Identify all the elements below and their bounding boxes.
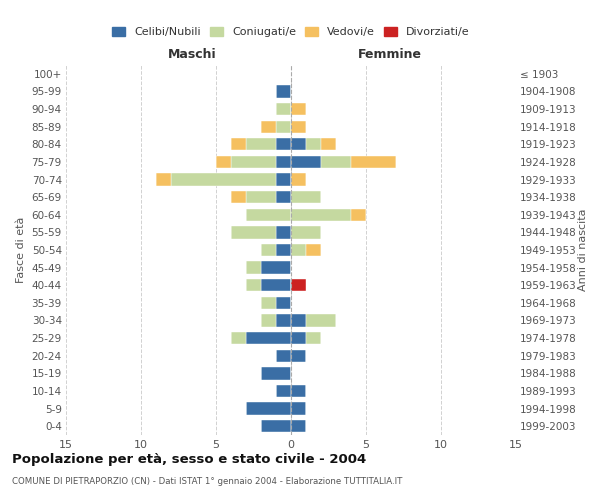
- Text: Femmine: Femmine: [358, 48, 422, 62]
- Bar: [261, 296, 276, 309]
- Bar: [261, 262, 291, 274]
- Text: Popolazione per età, sesso e stato civile - 2004: Popolazione per età, sesso e stato civil…: [12, 452, 366, 466]
- Bar: [306, 138, 321, 150]
- Y-axis label: Fasce di età: Fasce di età: [16, 217, 26, 283]
- Bar: [276, 385, 291, 397]
- Text: Maschi: Maschi: [167, 48, 217, 62]
- Bar: [171, 174, 276, 186]
- Bar: [246, 208, 291, 221]
- Bar: [291, 332, 306, 344]
- Bar: [306, 244, 321, 256]
- Text: COMUNE DI PIETRAPORZIO (CN) - Dati ISTAT 1° gennaio 2004 - Elaborazione TUTTITAL: COMUNE DI PIETRAPORZIO (CN) - Dati ISTAT…: [12, 478, 403, 486]
- Bar: [291, 174, 306, 186]
- Bar: [321, 156, 351, 168]
- Bar: [276, 86, 291, 98]
- Bar: [276, 191, 291, 203]
- Bar: [276, 156, 291, 168]
- Bar: [306, 314, 336, 326]
- Bar: [291, 385, 306, 397]
- Bar: [276, 350, 291, 362]
- Bar: [246, 332, 291, 344]
- Bar: [291, 138, 306, 150]
- Bar: [231, 191, 246, 203]
- Bar: [291, 226, 321, 238]
- Bar: [291, 244, 306, 256]
- Bar: [261, 420, 291, 432]
- Bar: [276, 296, 291, 309]
- Bar: [261, 120, 276, 133]
- Bar: [216, 156, 231, 168]
- Bar: [321, 138, 336, 150]
- Bar: [231, 332, 246, 344]
- Bar: [261, 244, 276, 256]
- Bar: [276, 226, 291, 238]
- Bar: [306, 332, 321, 344]
- Bar: [291, 208, 351, 221]
- Bar: [276, 244, 291, 256]
- Bar: [276, 138, 291, 150]
- Bar: [276, 103, 291, 115]
- Bar: [156, 174, 171, 186]
- Bar: [291, 314, 306, 326]
- Bar: [351, 156, 396, 168]
- Legend: Celibi/Nubili, Coniugati/e, Vedovi/e, Divorziati/e: Celibi/Nubili, Coniugati/e, Vedovi/e, Di…: [108, 22, 474, 42]
- Bar: [261, 367, 291, 380]
- Bar: [246, 262, 261, 274]
- Bar: [246, 138, 276, 150]
- Bar: [261, 314, 276, 326]
- Y-axis label: Anni di nascita: Anni di nascita: [578, 209, 588, 291]
- Bar: [351, 208, 366, 221]
- Bar: [291, 103, 306, 115]
- Bar: [276, 314, 291, 326]
- Bar: [246, 191, 276, 203]
- Bar: [276, 174, 291, 186]
- Bar: [231, 226, 276, 238]
- Bar: [261, 279, 291, 291]
- Bar: [231, 156, 276, 168]
- Bar: [291, 402, 306, 414]
- Bar: [246, 279, 261, 291]
- Bar: [291, 156, 321, 168]
- Bar: [246, 402, 291, 414]
- Bar: [291, 420, 306, 432]
- Bar: [231, 138, 246, 150]
- Bar: [291, 191, 321, 203]
- Bar: [291, 279, 306, 291]
- Bar: [276, 120, 291, 133]
- Bar: [291, 120, 306, 133]
- Bar: [291, 350, 306, 362]
